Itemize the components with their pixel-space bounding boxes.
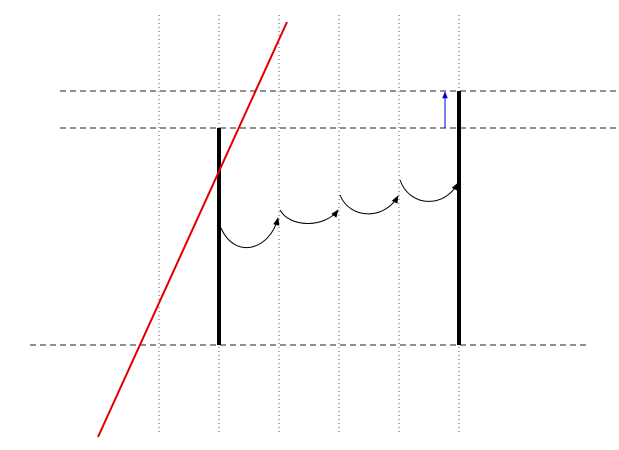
hop-arrow xyxy=(399,179,459,202)
hop-arrow xyxy=(279,209,339,224)
hop-arrow xyxy=(339,194,399,215)
grid-verticals xyxy=(158,15,460,435)
hops xyxy=(220,179,459,248)
hop-arrow xyxy=(220,217,280,248)
red-line xyxy=(97,21,288,438)
dashed-levels xyxy=(30,90,619,346)
